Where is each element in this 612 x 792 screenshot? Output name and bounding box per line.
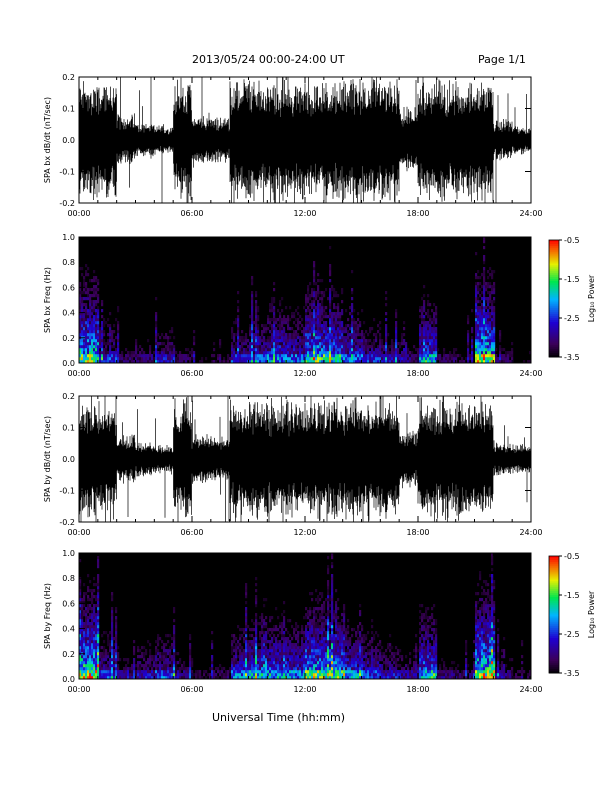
panel-4-ytick-label: 0.6 [62,599,75,608]
panel-2-colorbar-tick-label: -3.5 [564,353,580,362]
panel-1-xtick-label: 00:00 [67,209,90,218]
panel-1-ytick-label: 0.2 [62,73,75,82]
panel-4-colorbar: -0.5 -1.5 -2.5 -3.5 Log₁₀ Power [548,552,596,678]
panel-4-axes: 00:00 06:00 12:00 18:00 24:00 1.0 0.8 0.6 0.4 0.2… [43,549,543,694]
panel-4-ytick-label: 0.4 [62,625,75,634]
panel-2-colorbar-frame [548,239,560,358]
panel-3-ytick-label: -0.1 [59,487,75,496]
page-number: Page 1/1 [478,53,526,66]
panel-4-xtick-label: 12:00 [293,685,316,694]
panel-4-cells [79,553,532,680]
panel-2-xtick-label: 18:00 [406,369,429,378]
panel-3-ytick-label: 0.2 [62,392,75,401]
panel-3-axes: 00:00 06:00 12:00 18:00 24:00 0.2 0.1 0.0 -0.1 -0… [43,392,543,537]
date-range-title: 2013/05/24 00:00-24:00 UT [192,53,345,66]
panel-3-xtick-label: 24:00 [519,528,542,537]
panel-2-colorbar-tick-label: -0.5 [564,236,580,245]
panel-2-colorbar-label: Log₁₀ Power [587,274,596,322]
panel-4-ytick-label: 0.2 [62,650,75,659]
panel-3-xtick-label: 06:00 [180,528,203,537]
panel-2-xtick-label: 00:00 [67,369,90,378]
panel-2-xtick-label: 06:00 [180,369,203,378]
panel-4-colorbar-label: Log₁₀ Power [587,590,596,638]
x-axis-title: Universal Time (hh:mm) [212,711,345,724]
panel-3-xtick-label: 12:00 [293,528,316,537]
panel-2-ylabel: SPA bx Freq (Hz) [43,267,52,333]
panel-2-ytick-label: 0.6 [62,283,75,292]
panel-1-trace [78,77,531,203]
panel-2-ytick-label: 0.2 [62,334,75,343]
panel-2-axes: 00:00 06:00 12:00 18:00 24:00 1.0 0.8 0.6 0.4 0.2… [43,233,543,378]
panel-4-colorbar-tick-label: -3.5 [564,669,580,678]
panel-1-xtick-label: 18:00 [406,209,429,218]
panel-1-ytick-label: 0.1 [62,105,75,114]
panel-2-ytick-label: 0.4 [62,309,75,318]
panel-4-xtick-label: 06:00 [180,685,203,694]
panel-1-xtick-label: 06:00 [180,209,203,218]
panel-3-trace [78,396,531,522]
panel-4-colorbar-frame [548,555,560,674]
panel-2-xtick-label: 24:00 [519,369,542,378]
panel-4-ytick-label: 0.8 [62,574,75,583]
panel-3-ytick-label: -0.2 [59,518,75,527]
panel-4-ytick-label: 1.0 [62,549,75,558]
panel-3-xtick-label: 18:00 [406,528,429,537]
panel-2-ytick-label: 0.8 [62,258,75,267]
panel-1-axes: 00:00 06:00 12:00 18:00 24:00 0.2 0.1 0.0 -0.1 -0… [43,73,543,218]
panel-3-xtick-label: 00:00 [67,528,90,537]
panel-3-waveform [78,396,531,522]
panel-2-ytick-label: 1.0 [62,233,75,242]
panel-1-ytick-label: -0.2 [59,199,75,208]
panel-4-xtick-label: 00:00 [67,685,90,694]
panel-2-colorbar-tick-label: -2.5 [564,314,580,323]
panel-1-waveform [78,77,531,203]
panel-2-ytick-label: 0.0 [62,359,75,368]
panel-1-ytick-label: 0.0 [62,136,75,145]
panel-4-ytick-label: 0.0 [62,675,75,684]
panel-3-ytick-label: 0.0 [62,455,75,464]
panel-2-colorbar: -0.5 -1.5 -2.5 -3.5 Log₁₀ Power [548,236,596,362]
panel-4-spectrogram [79,553,532,680]
panel-4-colorbar-tick-label: -2.5 [564,630,580,639]
panel-3-ytick-label: 0.1 [62,424,75,433]
panel-3-ylabel: SPA by dB/dt (nT/sec) [43,416,52,502]
panel-2-colorbar-tick-label: -1.5 [564,275,580,284]
panel-4-colorbar-tick-label: -1.5 [564,591,580,600]
panel-1-xtick-label: 24:00 [519,209,542,218]
panel-4-xtick-label: 18:00 [406,685,429,694]
panel-4-xtick-label: 24:00 [519,685,542,694]
panel-4-colorbar-tick-label: -0.5 [564,552,580,561]
panel-1-ylabel: SPA bx dB/dt (nT/sec) [43,97,52,183]
panel-1-xtick-label: 12:00 [293,209,316,218]
panel-1-ytick-label: -0.1 [59,168,75,177]
panel-4-ylabel: SPA by Freq (Hz) [43,583,52,649]
panel-2-spectrogram [79,237,532,364]
panel-2-xtick-label: 12:00 [293,369,316,378]
